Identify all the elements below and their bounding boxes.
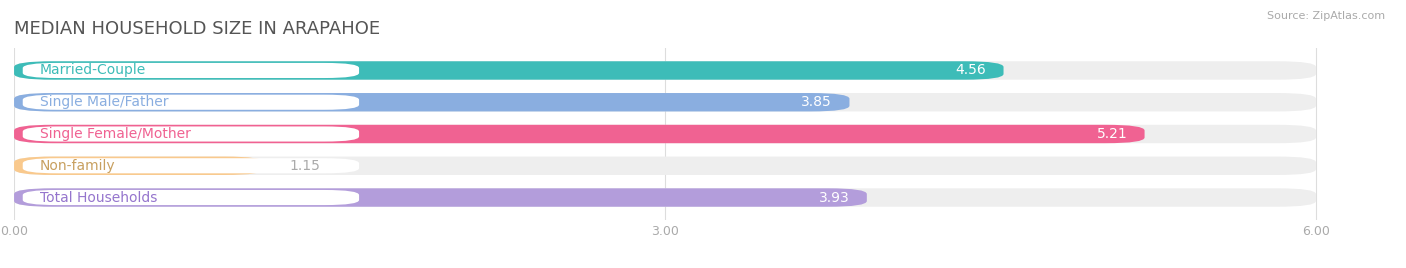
- FancyBboxPatch shape: [14, 61, 1316, 80]
- Text: Source: ZipAtlas.com: Source: ZipAtlas.com: [1267, 11, 1385, 21]
- FancyBboxPatch shape: [14, 157, 1316, 175]
- Text: Total Households: Total Households: [41, 191, 157, 204]
- FancyBboxPatch shape: [22, 126, 359, 142]
- FancyBboxPatch shape: [14, 157, 263, 175]
- Text: Non-family: Non-family: [41, 159, 115, 173]
- FancyBboxPatch shape: [14, 188, 1316, 207]
- FancyBboxPatch shape: [14, 61, 1004, 80]
- FancyBboxPatch shape: [22, 63, 359, 78]
- FancyBboxPatch shape: [14, 125, 1316, 143]
- Text: Married-Couple: Married-Couple: [41, 64, 146, 77]
- Text: 1.15: 1.15: [290, 159, 321, 173]
- Text: Single Female/Mother: Single Female/Mother: [41, 127, 191, 141]
- FancyBboxPatch shape: [22, 158, 359, 173]
- Text: 5.21: 5.21: [1097, 127, 1128, 141]
- FancyBboxPatch shape: [14, 93, 849, 111]
- FancyBboxPatch shape: [22, 190, 359, 205]
- Text: 3.93: 3.93: [818, 191, 849, 204]
- Text: MEDIAN HOUSEHOLD SIZE IN ARAPAHOE: MEDIAN HOUSEHOLD SIZE IN ARAPAHOE: [14, 20, 380, 38]
- FancyBboxPatch shape: [14, 93, 1316, 111]
- FancyBboxPatch shape: [14, 125, 1144, 143]
- FancyBboxPatch shape: [14, 188, 868, 207]
- FancyBboxPatch shape: [22, 95, 359, 110]
- Text: 4.56: 4.56: [956, 64, 986, 77]
- Text: 3.85: 3.85: [801, 95, 832, 109]
- Text: Single Male/Father: Single Male/Father: [41, 95, 169, 109]
